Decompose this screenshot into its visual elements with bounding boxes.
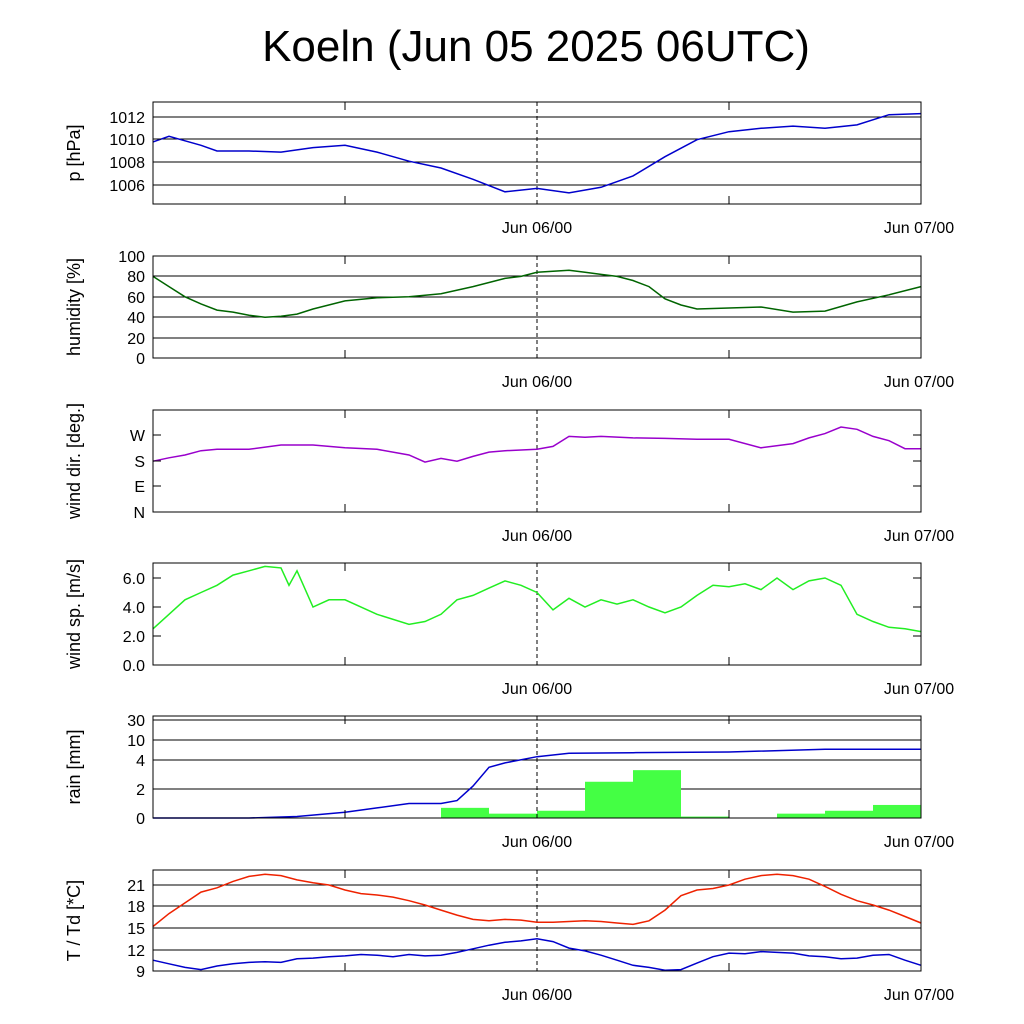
panel-5-ytick-label: 2: [136, 782, 145, 799]
panel-3-xtick-label: Jun 07/00: [884, 528, 954, 545]
panel-4-xtick-label: Jun 06/00: [502, 681, 572, 698]
panel-4-series-wind_speed: [152, 565, 922, 633]
panel-6-ytick-label: 21: [127, 878, 145, 895]
panel-6-series-dewpoint: [152, 937, 922, 972]
panel-5-ylabel: rain [mm]: [64, 729, 84, 804]
panel-6-xtick-label: Jun 06/00: [502, 987, 572, 1004]
panel-4-ytick-label: 0.0: [123, 658, 145, 675]
panel-5-series-rain_line: [153, 748, 921, 819]
panel-4-xtick-label: Jun 07/00: [884, 681, 954, 698]
rain-bar: [681, 816, 729, 818]
panel-4-ytick-label: 2.0: [123, 629, 145, 646]
panel-6-ytick-label: 12: [127, 943, 145, 960]
rain-bar: [825, 810, 873, 818]
rain-bar: [585, 781, 633, 818]
panel-2-frame: [152, 255, 922, 359]
panel-6-ytick-label: 18: [127, 899, 145, 916]
panel-6-ytick-label: 9: [136, 964, 145, 981]
panel-5-ytick-label: 10: [127, 733, 145, 750]
panel-5-xtick-label: Jun 07/00: [884, 834, 954, 851]
panel-1-series-pressure: [152, 112, 922, 194]
panel-2-ytick-label: 20: [127, 331, 145, 348]
panel-2-ylabel: humidity [%]: [64, 258, 84, 356]
panel-2-ytick-label: 100: [118, 249, 145, 266]
panel-3-ytick-label: E: [134, 479, 145, 496]
panel-2-xtick-label: Jun 07/00: [884, 374, 954, 391]
panel-5-ytick-label: 4: [136, 753, 145, 770]
rain-bar: [873, 804, 921, 818]
panel-2-ytick-label: 40: [127, 310, 145, 327]
panel-2-ytick-label: 0: [136, 351, 145, 368]
rain-bar: [441, 807, 489, 818]
panel-4-ylabel: wind sp. [m/s]: [64, 559, 84, 670]
panel-5-ytick-label: 0: [136, 811, 145, 828]
panel-6-frame: [152, 869, 922, 972]
rain-bar: [777, 813, 825, 818]
panel-2-series-humidity: [152, 269, 922, 318]
panel-1-xtick-label: Jun 07/00: [884, 220, 954, 237]
panel-1-ylabel: p [hPa]: [64, 124, 84, 181]
chart-title: Koeln (Jun 05 2025 06UTC): [262, 22, 810, 71]
panel-4-frame: [152, 562, 922, 666]
panel-4-ytick-label: 4.0: [123, 600, 145, 617]
panel-2-xtick-label: Jun 06/00: [502, 374, 572, 391]
panel-6-xtick-label: Jun 07/00: [884, 987, 954, 1004]
rain-bar: [489, 813, 537, 818]
panel-2-ytick-label: 60: [127, 290, 145, 307]
panel-6-ytick-label: 15: [127, 921, 145, 938]
rain-bar: [633, 770, 681, 818]
panel-1-frame: [152, 101, 922, 205]
panel-1-ytick-label: 1012: [109, 110, 145, 127]
panel-3-ytick-label: S: [134, 454, 145, 471]
panel-3-series-wind_dir: [152, 426, 921, 463]
panel-6-ylabel: T / Td [*C]: [64, 880, 84, 961]
rain-bar: [537, 810, 585, 818]
panel-5-xtick-label: Jun 06/00: [502, 834, 572, 851]
panel-5-frame: [152, 715, 922, 819]
panel-2-ytick-label: 80: [127, 269, 145, 286]
panel-1-ytick-label: 1006: [109, 178, 145, 195]
panel-3-ylabel: wind dir. [deg.]: [64, 403, 84, 520]
panel-3-ytick-label: W: [130, 428, 146, 445]
panel-1-xtick-label: Jun 06/00: [502, 220, 572, 237]
panel-3-ytick-label: N: [133, 505, 145, 522]
panel-3-xtick-label: Jun 06/00: [502, 528, 572, 545]
panel-1-ytick-label: 1010: [109, 132, 145, 149]
panel-6-series-temperature: [152, 873, 922, 928]
panel-4-ytick-label: 6.0: [123, 571, 145, 588]
panel-1-ytick-label: 1008: [109, 155, 145, 172]
panel-5-ytick-label: 30: [127, 713, 145, 730]
